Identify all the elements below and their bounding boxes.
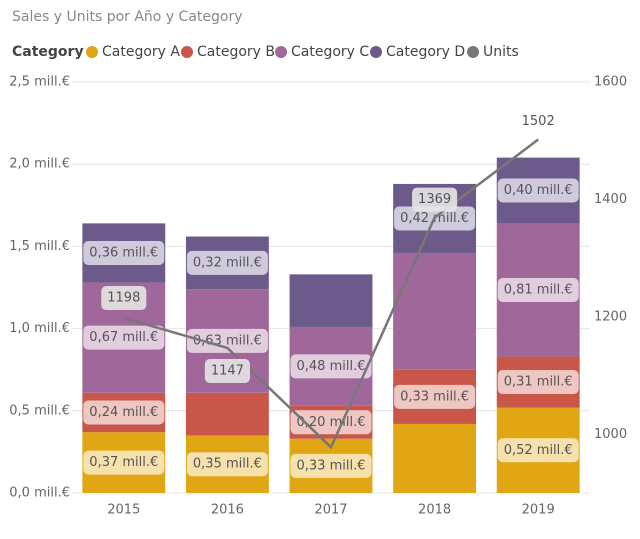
data-label: 0,31 mill.€ bbox=[504, 375, 573, 390]
legend-label: Category C bbox=[291, 44, 369, 60]
data-label: 0,40 mill.€ bbox=[504, 183, 573, 198]
x-tick-label: 2016 bbox=[211, 503, 244, 518]
data-label: 0,20 mill.€ bbox=[297, 415, 366, 430]
data-label: 0,52 mill.€ bbox=[504, 443, 573, 458]
data-label: 0,33 mill.€ bbox=[297, 458, 366, 473]
y2-tick-label: 1000 bbox=[594, 427, 627, 442]
legend-marker bbox=[86, 46, 98, 58]
data-label-bg bbox=[497, 370, 579, 395]
data-label-bg bbox=[497, 178, 579, 203]
line-label-bg bbox=[101, 286, 147, 311]
chart-title: Sales y Units por Año y Category bbox=[12, 9, 243, 25]
data-label-bg bbox=[83, 240, 165, 265]
y2-tick-label: 1200 bbox=[594, 309, 627, 324]
data-label-bg bbox=[83, 325, 165, 350]
bar-segment bbox=[393, 252, 477, 370]
data-label: 0,32 mill.€ bbox=[193, 255, 262, 270]
legend-label: Category A bbox=[102, 44, 180, 60]
line-label: 1198 bbox=[107, 291, 140, 306]
y-tick-label: 1,5 mill.€ bbox=[9, 239, 70, 254]
x-tick-label: 2017 bbox=[314, 503, 347, 518]
data-label: 0,36 mill.€ bbox=[89, 245, 158, 260]
legend-title: Category bbox=[12, 44, 84, 60]
data-label-bg bbox=[186, 328, 268, 353]
data-label: 0,37 mill.€ bbox=[89, 455, 158, 470]
y-tick-label: 0,5 mill.€ bbox=[9, 403, 70, 418]
data-label-bg bbox=[497, 277, 579, 302]
data-label: 0,48 mill.€ bbox=[297, 359, 366, 374]
data-label: 0,24 mill.€ bbox=[89, 405, 158, 420]
legend-label: Category B bbox=[197, 44, 275, 60]
bar-segment bbox=[289, 274, 373, 327]
data-label-bg bbox=[497, 438, 579, 463]
line-label: 1369 bbox=[418, 192, 451, 207]
x-tick-label: 2019 bbox=[522, 503, 555, 518]
line-label: 1147 bbox=[211, 363, 244, 378]
y2-tick-label: 1600 bbox=[594, 75, 627, 90]
line-label-bg bbox=[204, 358, 250, 383]
y2-tick-label: 1400 bbox=[594, 192, 627, 207]
data-label-bg bbox=[290, 354, 372, 379]
legend-marker bbox=[181, 46, 193, 58]
data-label-bg bbox=[83, 450, 165, 475]
data-label-bg bbox=[394, 384, 476, 409]
bar-segment bbox=[393, 423, 477, 493]
x-tick-label: 2018 bbox=[418, 503, 451, 518]
data-label: 0,81 mill.€ bbox=[504, 282, 573, 297]
data-label-bg bbox=[83, 400, 165, 425]
data-label: 0,35 mill.€ bbox=[193, 457, 262, 472]
data-label: 0,33 mill.€ bbox=[400, 389, 469, 404]
data-label-bg bbox=[186, 250, 268, 275]
legend-label: Category D bbox=[386, 44, 465, 60]
x-tick-label: 2015 bbox=[107, 503, 140, 518]
y-tick-label: 2,0 mill.€ bbox=[9, 157, 70, 172]
legend-marker bbox=[275, 46, 287, 58]
legend-label: Units bbox=[483, 44, 519, 60]
legend-marker bbox=[370, 46, 382, 58]
data-label-bg bbox=[186, 452, 268, 477]
data-label-bg bbox=[290, 453, 372, 478]
bar-segment bbox=[185, 392, 269, 436]
y-tick-label: 1,0 mill.€ bbox=[9, 321, 70, 336]
data-label: 0,67 mill.€ bbox=[89, 330, 158, 345]
line bbox=[123, 138, 539, 450]
legend-marker bbox=[467, 46, 479, 58]
data-label: 0,63 mill.€ bbox=[193, 333, 262, 348]
line-label-bg bbox=[412, 187, 458, 212]
y-tick-label: 0,0 mill.€ bbox=[9, 486, 70, 501]
line-label: 1502 bbox=[522, 114, 555, 129]
y-tick-label: 2,5 mill.€ bbox=[9, 75, 70, 90]
